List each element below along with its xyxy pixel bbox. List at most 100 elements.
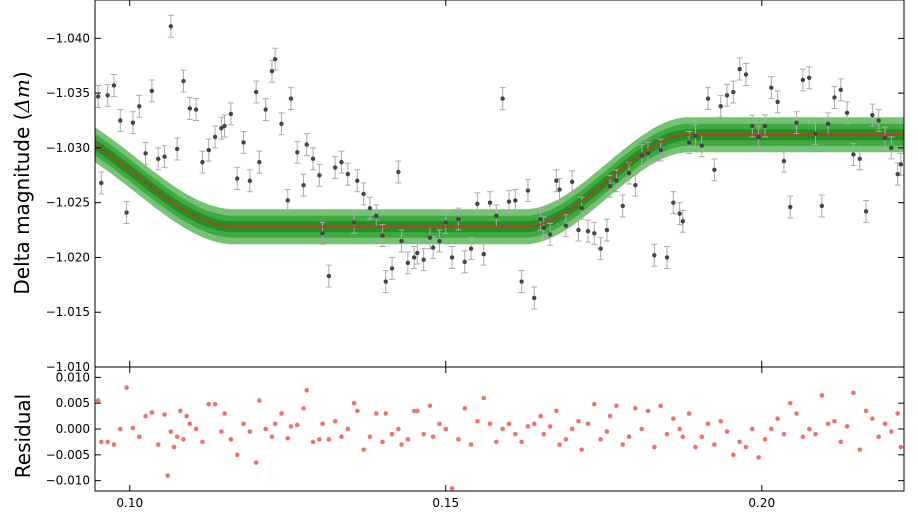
- data-point: [525, 188, 531, 193]
- data-point: [310, 156, 316, 162]
- residual-point: [718, 418, 724, 424]
- data-point: [800, 77, 806, 83]
- data-point: [585, 228, 591, 234]
- data-point: [712, 167, 717, 173]
- data-point: [481, 251, 486, 257]
- residual-point: [705, 421, 711, 427]
- residual-point: [838, 439, 844, 445]
- residual-point: [456, 437, 461, 442]
- residual-point: [301, 406, 306, 411]
- data-point: [519, 279, 524, 284]
- data-point: [563, 223, 569, 228]
- residual-point: [598, 437, 603, 442]
- residual-point: [671, 416, 676, 421]
- data-point: [743, 72, 749, 77]
- residual-point: [531, 421, 537, 427]
- data-point: [604, 227, 610, 233]
- residual-point: [898, 444, 904, 450]
- residual-point: [143, 413, 148, 419]
- data-point: [332, 165, 338, 170]
- residual-point: [781, 431, 787, 437]
- residual-point: [462, 406, 468, 411]
- residual-point: [95, 398, 101, 403]
- residual-point: [219, 429, 224, 434]
- data-point: [174, 146, 180, 152]
- residual-point: [247, 429, 253, 434]
- residual-point: [285, 436, 291, 441]
- y-tick-label: −1.040: [46, 31, 90, 45]
- residual-point: [889, 429, 894, 434]
- data-point: [579, 205, 584, 211]
- ylabel-close: ): [10, 71, 34, 79]
- data-point: [857, 156, 862, 162]
- data-point: [222, 123, 227, 129]
- data-point: [731, 89, 736, 95]
- residual-plot-area: [95, 367, 904, 491]
- residual-point: [800, 434, 806, 440]
- residual-point: [257, 398, 262, 403]
- res-y-tick-label: −0.010: [46, 474, 90, 488]
- residual-point: [506, 421, 512, 427]
- data-point: [427, 235, 433, 240]
- residual-point: [443, 426, 449, 432]
- residual-point: [136, 434, 142, 440]
- data-point: [449, 255, 455, 260]
- residual-point: [430, 434, 436, 440]
- data-point: [374, 213, 379, 219]
- data-point: [206, 147, 211, 153]
- residual-point: [206, 401, 212, 407]
- data-point: [149, 88, 155, 94]
- residual-point: [320, 421, 325, 427]
- data-point: [118, 118, 123, 123]
- x-tick-label: 0.10: [116, 496, 143, 510]
- residual-x-ticks: 0.10 0.15 0.20: [116, 0, 775, 510]
- residual-point: [592, 401, 597, 407]
- data-point: [686, 140, 692, 145]
- data-point: [111, 83, 117, 88]
- residual-point: [737, 439, 742, 445]
- residual-point: [222, 411, 227, 416]
- data-point: [456, 216, 461, 222]
- data-point: [614, 178, 619, 183]
- data-point: [652, 253, 657, 258]
- residual-point: [228, 437, 234, 442]
- ylabel-math: Δm: [10, 79, 34, 113]
- data-point: [844, 110, 850, 116]
- residual-point: [576, 418, 581, 424]
- residual-point: [863, 408, 869, 414]
- residual-point: [743, 444, 749, 450]
- residual-point: [538, 413, 543, 419]
- data-point: [168, 24, 174, 29]
- data-point: [658, 147, 663, 153]
- data-point: [269, 69, 275, 74]
- data-point: [317, 173, 322, 178]
- main-y-axis-label: Delta magnitude (Δm): [10, 71, 34, 294]
- residual-point: [882, 421, 888, 427]
- data-point: [598, 246, 603, 251]
- data-point: [781, 158, 787, 164]
- data-point: [247, 178, 253, 183]
- data-point: [405, 260, 411, 266]
- data-point: [769, 85, 774, 90]
- y-tick-label: −1.030: [46, 141, 90, 155]
- data-point: [187, 106, 193, 111]
- data-point: [279, 121, 284, 126]
- residual-point: [310, 439, 316, 445]
- main-panel: −1.010 −1.015 −1.020 −1.025 −1.030 −1.035 −1.0…: [10, 0, 905, 374]
- data-point: [193, 107, 199, 112]
- data-point: [130, 120, 136, 125]
- residual-point: [825, 421, 831, 427]
- residual-point: [105, 439, 110, 445]
- data-point: [756, 134, 761, 140]
- data-point: [212, 134, 218, 140]
- residual-point: [680, 434, 686, 440]
- data-point: [339, 159, 344, 165]
- data-point: [557, 187, 562, 192]
- residual-point: [633, 406, 638, 411]
- residual-point: [427, 403, 433, 409]
- data-point: [162, 154, 167, 159]
- data-point: [351, 220, 357, 225]
- residual-point: [607, 413, 613, 419]
- data-point: [345, 171, 351, 177]
